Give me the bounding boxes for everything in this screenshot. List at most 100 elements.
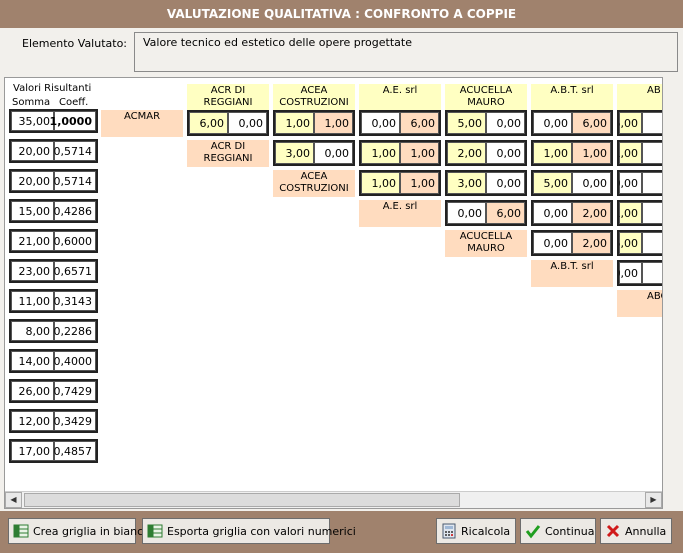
pair-cell[interactable]: 0,00 [617, 260, 662, 286]
pair-value-right[interactable] [642, 232, 662, 254]
somma-cell: 20,00 [11, 141, 54, 161]
row-label: ABC [617, 290, 662, 317]
scroll-right-arrow-icon[interactable]: ▶ [645, 492, 662, 508]
pair-value-left[interactable]: 3,00 [447, 172, 486, 194]
pair-cell[interactable]: 5,00 [617, 230, 662, 256]
pair-cell[interactable]: 0,00 6,00 [531, 110, 613, 136]
pair-value-left[interactable]: 0,00 [533, 112, 572, 134]
pair-cell[interactable]: 1,00 1,00 [531, 140, 613, 166]
risultato-row: 23,00 0,6571 [9, 259, 98, 283]
pair-value-right[interactable]: 6,00 [486, 202, 525, 224]
somma-cell: 15,00 [11, 201, 54, 221]
pair-value-left[interactable]: 3,00 [275, 142, 314, 164]
annulla-label: Annulla [625, 524, 667, 538]
valori-risultanti-header: Valori Risultanti [13, 83, 92, 94]
risultato-row: 35,00 1,0000 [9, 109, 98, 133]
ricalcola-button[interactable]: Ricalcola [436, 518, 516, 544]
comparison-grid[interactable]: Valori Risultanti Somma Coeff. ◀ ▶ 35,00… [4, 77, 663, 509]
row-label: A.E. srl [359, 200, 441, 227]
pair-value-right[interactable]: 1,00 [314, 112, 353, 134]
elemento-valutato-field[interactable]: Valore tecnico ed estetico delle opere p… [134, 32, 678, 72]
coeff-cell: 0,3143 [54, 291, 96, 311]
pair-value-left[interactable]: 0,00 [361, 112, 400, 134]
continua-label: Continua [545, 524, 595, 538]
pair-cell[interactable]: 0,00 6,00 [359, 110, 441, 136]
pair-cell[interactable]: 5,00 0,00 [445, 110, 527, 136]
pair-value-left[interactable]: 5,00 [619, 232, 642, 254]
pair-cell[interactable]: 5,00 0,00 [531, 170, 613, 196]
risultato-row: 20,00 0,5714 [9, 139, 98, 163]
pair-value-left[interactable]: 1,00 [275, 112, 314, 134]
pair-value-right[interactable]: 1,00 [400, 172, 439, 194]
pair-value-right[interactable]: 6,00 [400, 112, 439, 134]
coeff-header: Coeff. [59, 97, 89, 108]
pair-cell[interactable]: 5,00 [617, 110, 662, 136]
pair-value-right[interactable] [642, 142, 662, 164]
coeff-cell: 0,4857 [54, 441, 96, 461]
pair-value-right[interactable]: 0,00 [572, 172, 611, 194]
pair-value-left[interactable]: 5,00 [533, 172, 572, 194]
risultato-row: 14,00 0,4000 [9, 349, 98, 373]
pair-value-left[interactable]: 0,00 [619, 262, 642, 284]
continua-button[interactable]: Continua [520, 518, 596, 544]
pair-value-left[interactable]: 1,00 [619, 142, 642, 164]
pair-value-right[interactable]: 0,00 [228, 112, 267, 134]
pair-value-left[interactable]: 1,00 [361, 142, 400, 164]
pair-value-left[interactable]: 0,00 [447, 202, 486, 224]
pair-value-left[interactable]: 5,00 [447, 112, 486, 134]
pair-cell[interactable]: 1,00 1,00 [359, 140, 441, 166]
pair-cell[interactable]: 3,00 0,00 [273, 140, 355, 166]
pair-value-right[interactable]: 0,00 [486, 172, 525, 194]
pair-value-left[interactable]: 1,00 [619, 202, 642, 224]
pair-cell[interactable]: 1,00 [617, 200, 662, 226]
coeff-cell: 0,4286 [54, 201, 96, 221]
pair-value-left[interactable]: 6,00 [189, 112, 228, 134]
pair-cell[interactable]: 0,00 2,00 [531, 200, 613, 226]
pair-value-left[interactable]: 5,00 [619, 112, 642, 134]
crea-griglia-button[interactable]: Crea griglia in bianco [8, 518, 150, 544]
pair-value-right[interactable]: 0,00 [486, 112, 525, 134]
pair-value-right[interactable] [642, 262, 662, 284]
pair-value-right[interactable]: 0,00 [314, 142, 353, 164]
pair-value-left[interactable]: 0,00 [619, 172, 642, 194]
scrollbar-thumb[interactable] [24, 493, 460, 507]
coeff-cell: 1,0000 [50, 111, 96, 131]
pair-cell[interactable]: 0,00 6,00 [445, 200, 527, 226]
pair-value-left[interactable]: 0,00 [533, 232, 572, 254]
calculator-icon [441, 523, 457, 539]
pair-value-right[interactable]: 2,00 [572, 202, 611, 224]
pair-value-right[interactable]: 2,00 [572, 232, 611, 254]
esporta-griglia-button[interactable]: Esporta griglia con valori numerici [142, 518, 356, 544]
column-header: A.E. srl [359, 84, 441, 111]
somma-cell: 20,00 [11, 171, 54, 191]
pair-cell[interactable]: 2,00 0,00 [445, 140, 527, 166]
coeff-cell: 0,5714 [54, 171, 96, 191]
pair-cell[interactable]: 0,00 2,00 [531, 230, 613, 256]
main-panel: Elemento Valutato: Valore tecnico ed est… [0, 28, 683, 511]
pair-value-left[interactable]: 0,00 [533, 202, 572, 224]
pair-value-right[interactable] [642, 112, 662, 134]
pair-value-right[interactable]: 1,00 [572, 142, 611, 164]
annulla-button[interactable]: Annulla [600, 518, 672, 544]
pair-cell[interactable]: 0,00 [617, 170, 662, 196]
pair-cell[interactable]: 1,00 1,00 [273, 110, 355, 136]
pair-cell[interactable]: 3,00 0,00 [445, 170, 527, 196]
pair-value-right[interactable] [642, 172, 662, 194]
pair-cell[interactable]: 1,00 [617, 140, 662, 166]
pair-value-left[interactable]: 1,00 [533, 142, 572, 164]
risultato-row: 12,00 0,3429 [9, 409, 98, 433]
pair-value-right[interactable]: 1,00 [400, 142, 439, 164]
pair-cell[interactable]: 1,00 1,00 [359, 170, 441, 196]
column-header: ACUCELLA MAURO [445, 84, 527, 111]
pair-value-right[interactable]: 0,00 [486, 142, 525, 164]
column-header: AB [617, 84, 662, 111]
pair-value-right[interactable] [642, 202, 662, 224]
pair-value-right[interactable]: 6,00 [572, 112, 611, 134]
horizontal-scrollbar[interactable]: ◀ ▶ [5, 491, 662, 508]
scroll-left-arrow-icon[interactable]: ◀ [5, 492, 22, 508]
pair-cell[interactable]: 6,00 0,00 [187, 110, 269, 136]
pair-value-left[interactable]: 2,00 [447, 142, 486, 164]
pair-value-left[interactable]: 1,00 [361, 172, 400, 194]
row-label: ACR DI REGGIANI [187, 140, 269, 167]
close-icon [605, 523, 621, 539]
